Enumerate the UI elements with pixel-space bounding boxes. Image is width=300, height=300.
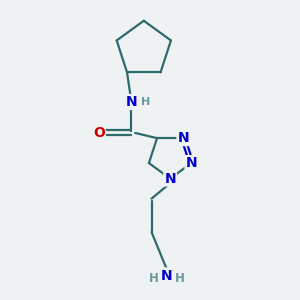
Text: H: H [149, 272, 159, 284]
Text: N: N [178, 131, 189, 145]
Text: N: N [161, 268, 173, 283]
Text: N: N [126, 95, 137, 109]
Text: N: N [186, 156, 197, 170]
Text: O: O [93, 126, 105, 140]
Text: H: H [175, 272, 185, 284]
Text: N: N [164, 172, 176, 185]
Text: H: H [141, 97, 150, 107]
